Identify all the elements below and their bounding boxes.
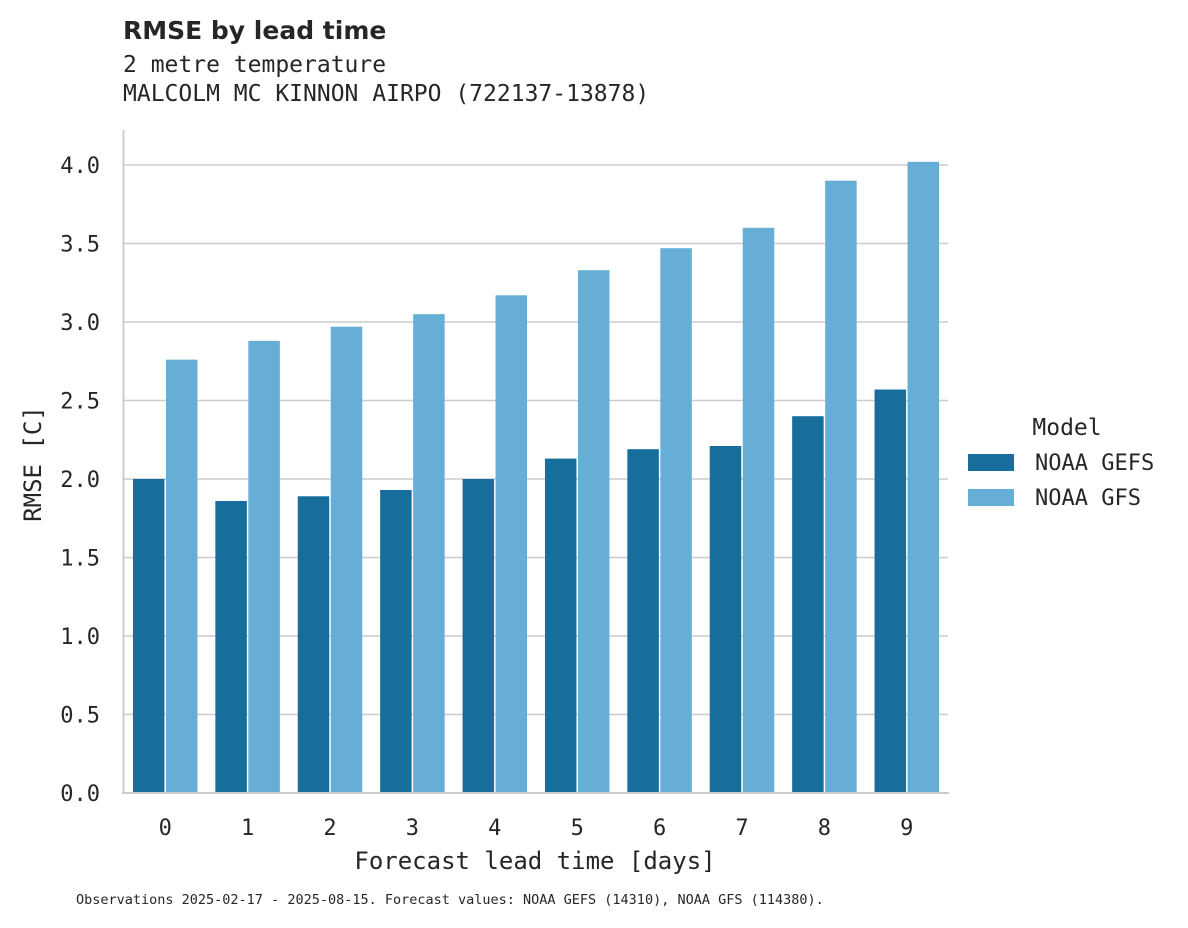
x-tick-label: 9 xyxy=(900,816,913,841)
bar-noaa-gefs-7 xyxy=(709,446,742,793)
bar-noaa-gefs-5 xyxy=(544,458,577,793)
x-tick-label: 2 xyxy=(323,816,336,841)
legend-label: NOAA GFS xyxy=(1035,486,1141,511)
x-axis-label: Forecast lead time [days] xyxy=(354,847,715,875)
chart-title: RMSE by lead time xyxy=(123,16,387,45)
y-tick-label: 2.5 xyxy=(60,390,100,415)
bar-noaa-gfs-9 xyxy=(907,161,940,794)
bar-noaa-gefs-6 xyxy=(627,449,659,793)
x-tick-label: 4 xyxy=(488,816,501,841)
bar-noaa-gfs-3 xyxy=(413,314,445,793)
bar-noaa-gefs-9 xyxy=(874,389,907,793)
x-tick-label: 3 xyxy=(406,816,419,841)
legend: Model NOAA GEFS NOAA GFS xyxy=(968,415,1154,511)
footnote: Observations 2025-02-17 - 2025-08-15. Fo… xyxy=(76,892,824,908)
bar-chart: 0.0 0.5 1.0 1.5 2.0 2.5 3.0 3.5 4.0 0 1 2 3 4 5 6 7 8 9 F… xyxy=(19,130,1154,875)
x-tick-label: 6 xyxy=(653,816,666,841)
x-tick-label: 8 xyxy=(818,816,831,841)
axes xyxy=(122,130,949,794)
bar-noaa-gfs-2 xyxy=(330,326,363,793)
grid-lines xyxy=(124,164,948,716)
y-tick-label: 1.5 xyxy=(60,547,100,572)
x-tick-label: 7 xyxy=(735,816,748,841)
bar-noaa-gefs-2 xyxy=(297,496,330,793)
bar-noaa-gfs-4 xyxy=(495,295,528,793)
bar-noaa-gefs-3 xyxy=(380,489,412,793)
legend-title: Model xyxy=(1032,415,1101,441)
y-axis-label: RMSE [C] xyxy=(19,406,47,522)
bar-noaa-gfs-0 xyxy=(165,359,198,793)
bar-noaa-gfs-1 xyxy=(248,340,280,793)
y-tick-label: 0.5 xyxy=(60,704,100,729)
x-tick-label: 1 xyxy=(241,816,254,841)
bars xyxy=(132,161,940,794)
bar-noaa-gefs-8 xyxy=(792,416,824,793)
bar-noaa-gfs-7 xyxy=(742,227,775,794)
bar-noaa-gefs-4 xyxy=(462,479,495,793)
y-tick-label: 0.0 xyxy=(60,782,100,807)
chart-subtitle-variable: 2 metre temperature xyxy=(123,52,387,78)
chart-subtitle-station: MALCOLM MC KINNON AIRPO (722137-13878) xyxy=(123,81,650,107)
legend-swatch xyxy=(968,489,1014,506)
bar-noaa-gfs-6 xyxy=(660,248,692,793)
y-tick-label: 2.0 xyxy=(60,468,100,493)
y-tick-label: 3.0 xyxy=(60,311,100,336)
y-tick-label: 1.0 xyxy=(60,625,100,650)
legend-swatch xyxy=(968,454,1014,471)
y-tick-labels: 0.0 0.5 1.0 1.5 2.0 2.5 3.0 3.5 4.0 xyxy=(60,154,100,807)
bar-noaa-gefs-0 xyxy=(132,479,165,793)
x-tick-labels: 0 1 2 3 4 5 6 7 8 9 xyxy=(159,816,914,841)
bar-noaa-gfs-8 xyxy=(825,180,857,793)
bar-noaa-gfs-5 xyxy=(577,270,610,793)
legend-label: NOAA GEFS xyxy=(1035,451,1154,476)
x-tick-label: 5 xyxy=(571,816,584,841)
bar-noaa-gefs-1 xyxy=(215,500,247,793)
y-tick-label: 3.5 xyxy=(60,233,100,258)
y-tick-label: 4.0 xyxy=(60,154,100,179)
x-tick-label: 0 xyxy=(159,816,172,841)
